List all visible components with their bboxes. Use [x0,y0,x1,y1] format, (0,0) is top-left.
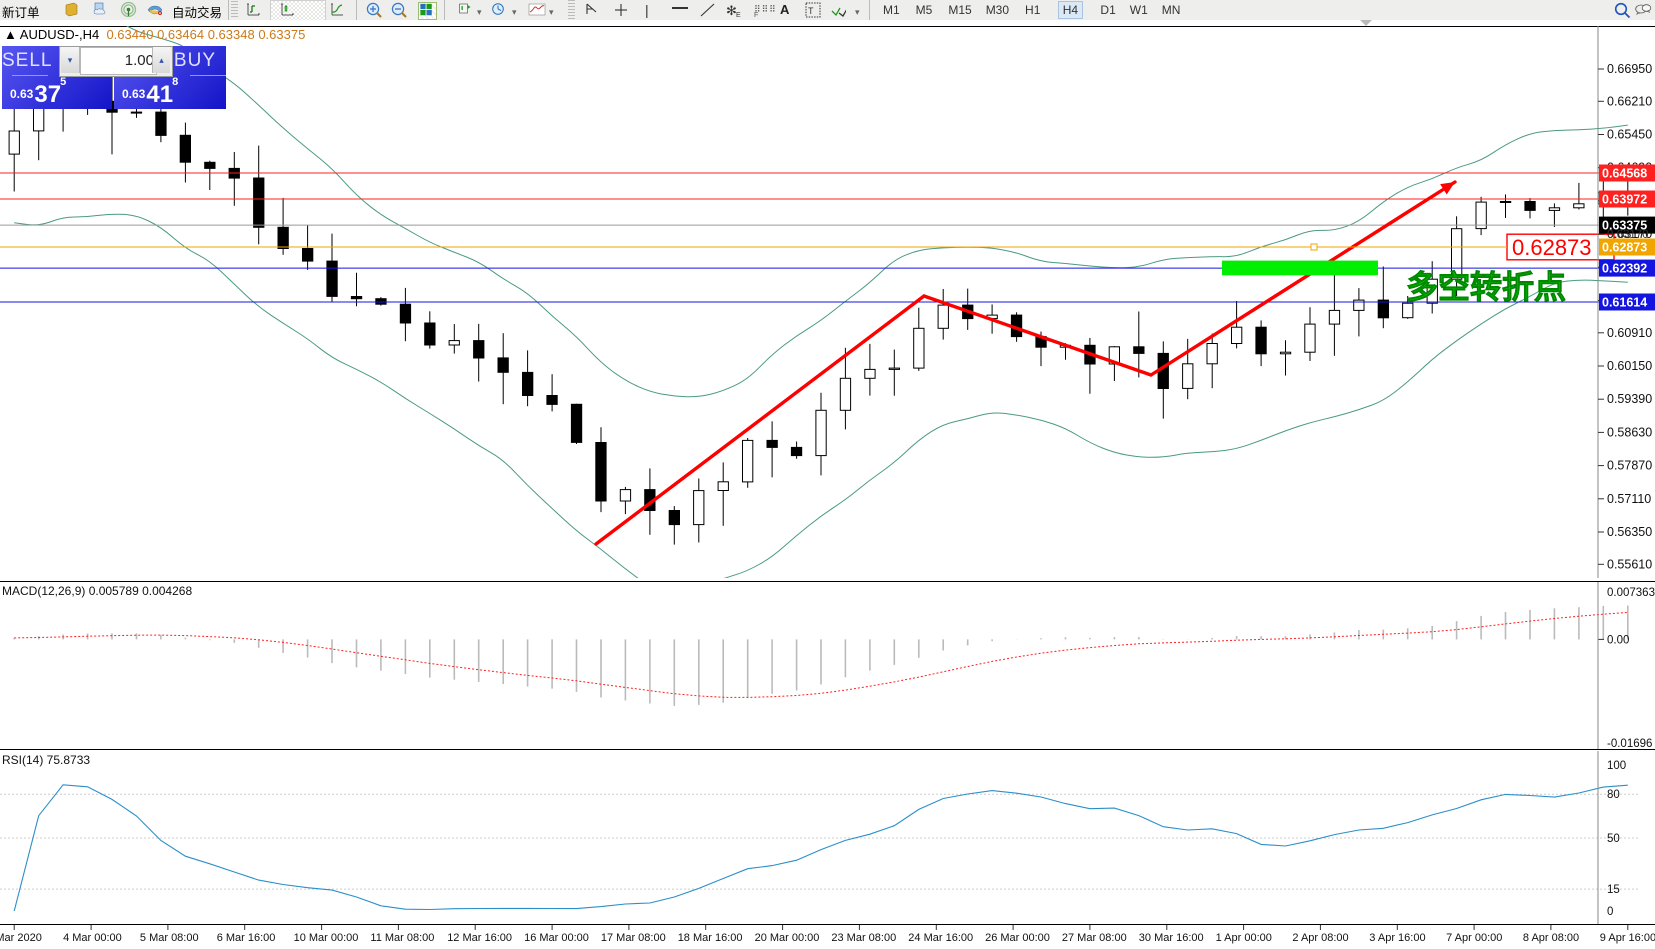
svg-text:80: 80 [1607,789,1620,801]
svg-text:11 Mar 08:00: 11 Mar 08:00 [370,932,434,944]
svg-text:2 Apr 08:00: 2 Apr 08:00 [1292,932,1348,944]
svg-text:2 Mar 2020: 2 Mar 2020 [0,932,42,944]
svg-text:0.60150: 0.60150 [1607,359,1652,373]
svg-text:T: T [808,6,814,16]
svg-text:15: 15 [1607,884,1620,896]
svg-text:0.59390: 0.59390 [1607,392,1652,406]
svg-text:多空转折点: 多空转折点 [1406,269,1566,305]
svg-text:3 Apr 16:00: 3 Apr 16:00 [1369,932,1425,944]
svg-text:16 Mar 00:00: 16 Mar 00:00 [524,932,589,944]
svg-text:4 Mar 00:00: 4 Mar 00:00 [63,932,122,944]
svg-text:0.58630: 0.58630 [1607,425,1652,439]
svg-text:27 Mar 08:00: 27 Mar 08:00 [1062,932,1127,944]
svg-text:0.63972: 0.63972 [1602,193,1647,207]
svg-text:0.007363: 0.007363 [1607,587,1655,599]
svg-text:0: 0 [1607,906,1613,918]
svg-text:5 Mar 08:00: 5 Mar 08:00 [140,932,199,944]
svg-text:30 Mar 16:00: 30 Mar 16:00 [1139,932,1204,944]
svg-text:23 Mar 08:00: 23 Mar 08:00 [831,932,896,944]
svg-text:0.60910: 0.60910 [1607,326,1652,340]
svg-text:0.62873: 0.62873 [1512,235,1592,260]
svg-text:8 Apr 08:00: 8 Apr 08:00 [1523,932,1579,944]
svg-text:0.64568: 0.64568 [1602,167,1647,181]
svg-text:0.55610: 0.55610 [1607,557,1652,571]
svg-text:0.61614: 0.61614 [1602,296,1647,310]
svg-text:24 Mar 16:00: 24 Mar 16:00 [908,932,973,944]
svg-text:0.57110: 0.57110 [1607,492,1651,506]
svg-text:100: 100 [1607,760,1626,772]
svg-text:0.56350: 0.56350 [1607,525,1652,539]
svg-text:18 Mar 16:00: 18 Mar 16:00 [678,932,743,944]
svg-text:0.63170: 0.63170 [1607,229,1649,241]
svg-text:0.66210: 0.66210 [1607,94,1652,108]
svg-text:1 Apr 00:00: 1 Apr 00:00 [1216,932,1272,944]
svg-text:6 Mar 16:00: 6 Mar 16:00 [217,932,276,944]
svg-text:10 Mar 00:00: 10 Mar 00:00 [294,932,359,944]
svg-text:0.00: 0.00 [1607,634,1629,646]
svg-text:0.65450: 0.65450 [1607,128,1652,142]
svg-text:50: 50 [1607,833,1620,845]
svg-text:0.62392: 0.62392 [1602,262,1647,276]
svg-text:20 Mar 00:00: 20 Mar 00:00 [755,932,820,944]
svg-text:17 Mar 08:00: 17 Mar 08:00 [601,932,666,944]
svg-text:0.66950: 0.66950 [1607,62,1652,76]
svg-text:0.57870: 0.57870 [1607,459,1652,473]
svg-text:12 Mar 16:00: 12 Mar 16:00 [447,932,512,944]
svg-text:E: E [736,12,741,18]
svg-text:26 Mar 00:00: 26 Mar 00:00 [985,932,1050,944]
svg-text:7 Apr 00:00: 7 Apr 00:00 [1446,932,1502,944]
svg-text:0.62873: 0.62873 [1602,241,1647,255]
svg-text:9 Apr 16:00: 9 Apr 16:00 [1600,932,1655,944]
